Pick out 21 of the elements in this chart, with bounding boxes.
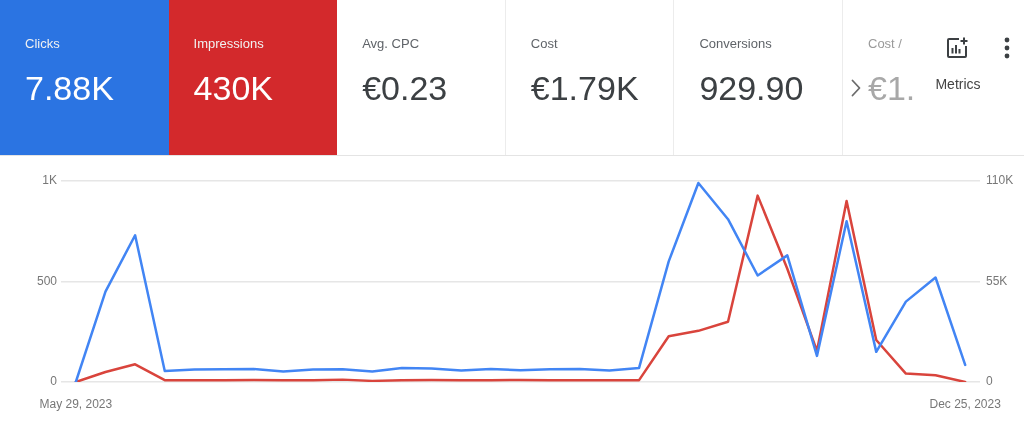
x-tick-label: Dec 25, 2023 [929, 396, 1002, 411]
text: 430K [193, 69, 273, 107]
category-label: Avg. CPC [362, 36, 420, 52]
y2-tick-label: 55K [986, 273, 1008, 288]
y-tick-label: 1K [42, 173, 57, 188]
y-tick-label: 0 [50, 374, 58, 389]
text: Metrics [934, 76, 982, 93]
category-label: Cost / [868, 36, 902, 52]
text: €1.79K [530, 69, 639, 107]
category-label: Conversions [699, 36, 772, 52]
x-tick-label: May 29, 2023 [39, 396, 113, 411]
text: 7.88K [25, 69, 114, 107]
text: 929.90 [699, 69, 804, 107]
y2-tick-label: 0 [986, 374, 993, 389]
category-label: Impressions [193, 36, 264, 52]
category-label: Cost [530, 36, 558, 52]
y-tick-label: 500 [36, 273, 58, 288]
text: €0.23 [362, 69, 448, 107]
category-label: Clicks [25, 36, 60, 52]
text: €1. [868, 69, 916, 107]
y2-tick-label: 110K [986, 173, 1014, 188]
